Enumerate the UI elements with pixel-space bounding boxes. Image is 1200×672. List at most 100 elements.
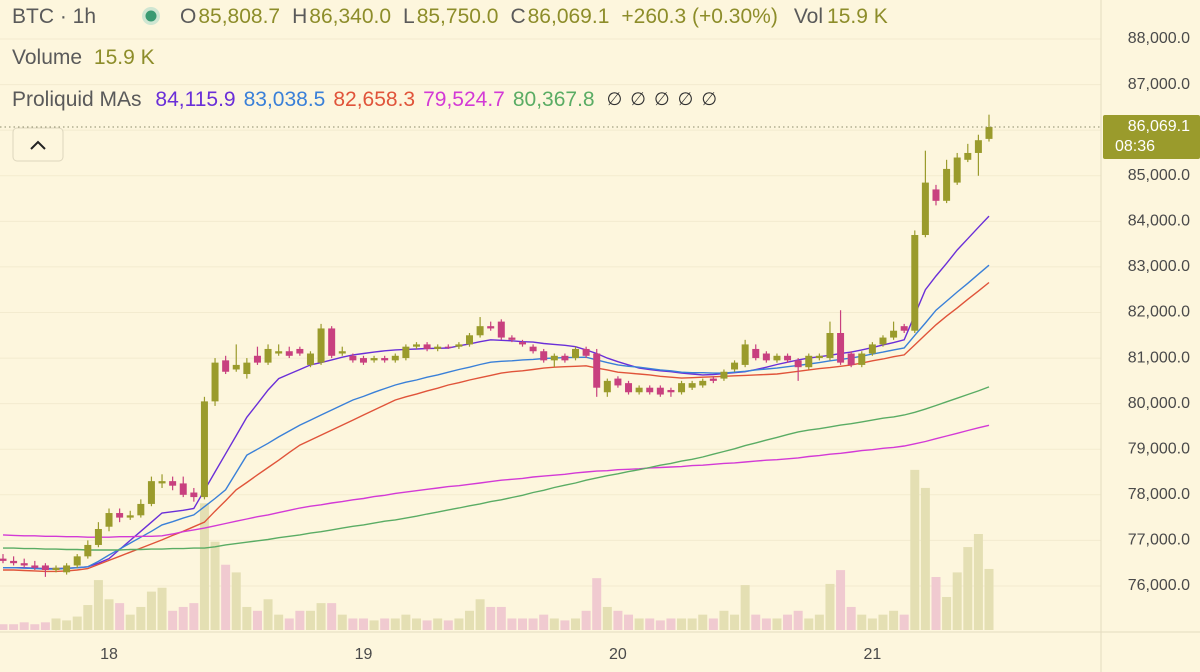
- candle-body: [73, 556, 81, 566]
- candle-body: [264, 348, 272, 363]
- ma-line: [2, 424, 990, 538]
- volume-bar: [719, 610, 729, 630]
- volume-bar: [571, 618, 581, 630]
- volume-bar: [9, 624, 19, 630]
- candle-body: [359, 358, 367, 363]
- volume-bar: [857, 614, 867, 630]
- candle-body: [147, 481, 155, 504]
- candle-body: [243, 362, 251, 375]
- volume-bar: [560, 620, 570, 630]
- candle-body: [349, 355, 357, 361]
- volume-bar: [920, 487, 930, 630]
- candle-body: [784, 355, 792, 361]
- candle-body: [84, 544, 92, 557]
- ohlc: O85,808.7 H86,340.0 L85,750.0 C86,069.1 +260…: [180, 5, 888, 28]
- candle-body: [678, 383, 686, 393]
- volume-bar: [507, 618, 517, 630]
- volume-bar: [613, 610, 623, 630]
- candle-body: [126, 515, 134, 518]
- candle-body: [635, 387, 643, 393]
- volume-bar: [443, 620, 453, 630]
- x-tick-label: 20: [609, 646, 627, 663]
- volume-bar: [942, 596, 952, 630]
- ma-line: [3, 386, 990, 551]
- volume-bar: [252, 610, 262, 630]
- candle-body: [20, 563, 28, 566]
- ma-placeholder: ∅: [607, 89, 623, 109]
- volume-bar: [730, 614, 740, 630]
- candle-body: [868, 344, 876, 354]
- candle-body: [41, 565, 49, 571]
- volume-bar: [486, 606, 496, 630]
- price-tag-label: 86,069.1: [1128, 118, 1190, 135]
- caret-icon[interactable]: [30, 140, 46, 150]
- volume-bar: [199, 503, 209, 630]
- candle-body: [232, 364, 240, 370]
- volume-bar: [221, 564, 231, 630]
- candle-body: [137, 503, 145, 516]
- volume-bar: [274, 614, 284, 630]
- ma-line: [3, 281, 990, 573]
- y-tick-label: 77,000.0: [1128, 532, 1190, 549]
- candle-body: [656, 387, 664, 395]
- candle-body: [338, 351, 346, 354]
- volume-bar: [422, 620, 432, 630]
- candle-body: [646, 387, 654, 393]
- volume-bar: [687, 618, 697, 630]
- ma-value: 82,658.3: [333, 88, 415, 111]
- candle-body: [423, 344, 431, 349]
- volume-bar: [263, 599, 273, 630]
- candle-body: [434, 346, 442, 349]
- button-frame[interactable]: [12, 127, 64, 162]
- volume-bar: [40, 622, 50, 630]
- ohlc-letter: O: [180, 5, 196, 28]
- y-tick-label: 80,000.0: [1128, 395, 1190, 412]
- volume-bar: [464, 610, 474, 630]
- volume-bar: [634, 618, 644, 630]
- ma-placeholder: ∅: [654, 89, 670, 109]
- candle-body: [932, 189, 940, 201]
- y-tick-label: 84,000.0: [1128, 213, 1190, 230]
- volume-label: Volume: [12, 46, 82, 69]
- candle-body: [974, 140, 982, 153]
- candle-body: [412, 344, 420, 347]
- candle-body: [465, 335, 473, 345]
- volume-bar: [157, 587, 167, 630]
- volume-bar: [677, 618, 687, 630]
- volume-bar: [51, 618, 61, 630]
- volume-bar: [708, 618, 718, 630]
- candle-body: [837, 333, 845, 363]
- candle-body: [444, 346, 452, 348]
- candle-body: [614, 378, 622, 386]
- candle-body: [709, 378, 717, 381]
- volume-bar: [814, 614, 824, 630]
- volume-bar: [231, 572, 241, 630]
- candle-body: [572, 348, 580, 359]
- volume-bar: [592, 578, 602, 630]
- candle-body: [52, 567, 60, 571]
- candle-body: [105, 513, 113, 527]
- candle-body: [116, 513, 124, 518]
- volume-bar: [19, 622, 29, 630]
- candle-body: [550, 355, 558, 361]
- ohlc-value: 86,069.1: [528, 5, 610, 28]
- candle-body: [985, 127, 993, 139]
- volume-bar: [62, 620, 72, 630]
- volume-bar: [496, 606, 506, 630]
- volume-bar: [104, 599, 114, 630]
- volume-bar: [910, 469, 920, 630]
- volume-bar: [369, 620, 379, 630]
- candle-body: [964, 152, 972, 160]
- candle-body: [200, 401, 208, 498]
- volume-bar: [284, 618, 294, 630]
- volume-bar: [454, 618, 464, 630]
- header: BTC · 1h: [12, 5, 96, 28]
- candle-body: [0, 558, 7, 561]
- ma-value: 84,115.9: [155, 88, 235, 111]
- candle-body: [953, 157, 961, 183]
- collapse-button[interactable]: [12, 127, 64, 162]
- candle-body: [943, 168, 951, 201]
- candles: [0, 114, 993, 577]
- volume-bar: [136, 606, 146, 630]
- ma-value: 80,367.8: [513, 88, 595, 111]
